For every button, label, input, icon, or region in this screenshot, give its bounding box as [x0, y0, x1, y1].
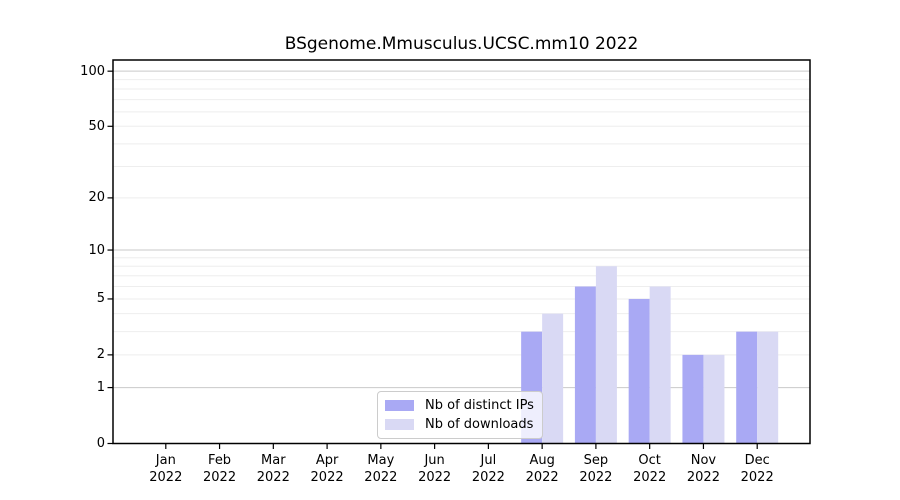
bar-nov-distinct-ips	[682, 354, 704, 444]
y-tick-label-1: 1	[96, 380, 105, 396]
y-tick-label-5: 5	[96, 291, 105, 307]
x-tick-label-jun: Jun 2022	[403, 452, 467, 486]
x-tick-month: Sep	[583, 452, 609, 468]
x-tick-month: Apr	[315, 452, 339, 468]
x-tick-year: 2022	[203, 469, 237, 485]
x-tick-month: Feb	[208, 452, 232, 468]
x-tick-label-jan: Jan 2022	[134, 452, 198, 486]
x-tick-label-apr: Apr 2022	[295, 452, 359, 486]
x-tick-label-sep: Sep 2022	[564, 452, 628, 486]
y-tick-label-20: 20	[88, 190, 105, 206]
bar-oct-downloads	[649, 286, 671, 444]
bar-oct-distinct-ips	[628, 298, 650, 444]
bar-sep-downloads	[595, 266, 617, 444]
x-tick-month: May	[367, 452, 395, 468]
x-tick-month: Nov	[690, 452, 717, 468]
x-tick-label-dec: Dec 2022	[725, 452, 789, 486]
x-tick-month: Jan	[155, 452, 176, 468]
x-tick-label-jul: Jul 2022	[456, 452, 520, 486]
x-tick-year: 2022	[149, 469, 183, 485]
x-tick-label-oct: Oct 2022	[618, 452, 682, 486]
bar-dec-downloads	[757, 331, 779, 444]
y-tick-label-2: 2	[96, 347, 105, 363]
x-tick-year: 2022	[471, 469, 505, 485]
x-tick-year: 2022	[256, 469, 290, 485]
x-tick-label-mar: Mar 2022	[241, 452, 305, 486]
legend-swatch-downloads	[385, 419, 414, 430]
x-tick-year: 2022	[418, 469, 452, 485]
x-tick-year: 2022	[633, 469, 667, 485]
x-tick-month: Dec	[744, 452, 770, 468]
x-tick-month: Jun	[424, 452, 445, 468]
x-tick-label-aug: Aug 2022	[510, 452, 574, 486]
x-tick-year: 2022	[579, 469, 613, 485]
x-tick-month: Oct	[638, 452, 661, 468]
x-tick-year: 2022	[310, 469, 344, 485]
legend-item-distinct-ips: Nb of distinct IPs	[385, 396, 535, 415]
x-tick-label-feb: Feb 2022	[188, 452, 252, 486]
x-tick-month: Mar	[261, 452, 286, 468]
bar-dec-distinct-ips	[736, 331, 758, 444]
x-tick-year: 2022	[686, 469, 720, 485]
x-tick-year: 2022	[364, 469, 398, 485]
bar-nov-downloads	[703, 354, 725, 444]
y-tick-label-10: 10	[88, 242, 105, 258]
bar-sep-distinct-ips	[574, 286, 596, 444]
x-tick-label-may: May 2022	[349, 452, 413, 486]
legend-item-downloads: Nb of downloads	[385, 415, 535, 434]
plot-border	[112, 59, 811, 445]
x-tick-month: Jul	[480, 452, 497, 468]
legend-label-downloads: Nb of downloads	[425, 417, 534, 432]
chart-title: BSgenome.Mmusculus.UCSC.mm10 2022	[284, 34, 639, 54]
x-tick-label-nov: Nov 2022	[671, 452, 735, 486]
bar-aug-downloads	[542, 313, 564, 444]
x-tick-month: Aug	[529, 452, 555, 468]
x-tick-year: 2022	[525, 469, 559, 485]
legend-label-distinct-ips: Nb of distinct IPs	[425, 398, 534, 413]
y-tick-label-100: 100	[80, 63, 105, 79]
legend: Nb of distinct IPs Nb of downloads	[377, 391, 543, 439]
x-tick-year: 2022	[740, 469, 774, 485]
y-tick-label-50: 50	[88, 118, 105, 134]
legend-swatch-distinct-ips	[385, 400, 414, 411]
y-tick-label-0: 0	[96, 436, 105, 451]
